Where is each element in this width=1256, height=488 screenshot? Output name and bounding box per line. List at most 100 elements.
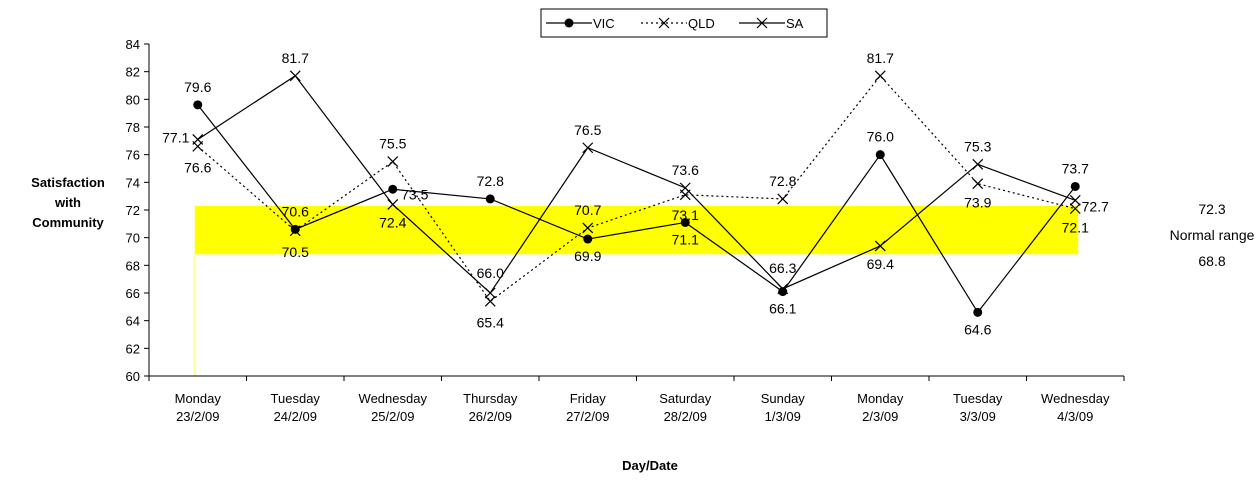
y-tick-label: 68 xyxy=(126,258,140,273)
y-tick-label: 62 xyxy=(126,341,140,356)
x-tick-label-day: Friday xyxy=(570,391,607,406)
data-label-vic: 73.5 xyxy=(401,186,428,202)
x-tick-label-date: 28/2/09 xyxy=(664,409,707,424)
x-tick-label-day: Wednesday xyxy=(359,391,428,406)
data-label-sa: 72.4 xyxy=(379,214,406,230)
data-point-sa xyxy=(192,134,204,145)
data-label-vic: 72.8 xyxy=(477,173,504,189)
data-point-vic xyxy=(875,150,885,160)
y-tick-label: 82 xyxy=(126,65,140,80)
data-label-qld: 70.7 xyxy=(574,202,601,218)
data-label-qld: 72.8 xyxy=(769,173,796,189)
y-tick-label: 80 xyxy=(126,92,140,107)
legend-label-sa: SA xyxy=(786,16,804,31)
data-point-qld xyxy=(289,225,301,237)
x-tick-label-day: Tuesday xyxy=(271,391,321,406)
x-axis-title: Day/Date xyxy=(622,458,678,473)
data-label-qld: 76.6 xyxy=(184,159,211,175)
y-axis-title-line-2: with xyxy=(54,195,81,210)
y-tick-label: 76 xyxy=(126,148,140,163)
series-line-sa xyxy=(197,75,1076,294)
legend: VIC QLD SA xyxy=(540,8,828,38)
data-label-vic: 64.6 xyxy=(964,321,991,337)
data-point-sa xyxy=(484,287,496,299)
normal-range-band xyxy=(194,205,1079,255)
data-label-qld: 65.4 xyxy=(477,314,504,330)
data-label-sa: 66.3 xyxy=(769,260,796,276)
x-tick-label-date: 25/2/09 xyxy=(371,409,414,424)
series-line-qld xyxy=(197,74,1076,303)
data-labels: 79.6 70.6 73.5 72.8 69.9 71.1 66.1 76.0 64.6 73.7… xyxy=(162,50,1109,338)
y-axis-title-line-1: Satisfaction xyxy=(31,175,105,190)
data-point-sa xyxy=(777,283,789,295)
data-label-sa: 81.7 xyxy=(282,50,309,66)
x-tick-label-date: 24/2/09 xyxy=(274,409,317,424)
y-tick-label: 72 xyxy=(126,203,140,218)
data-point-vic xyxy=(193,100,203,110)
data-label-vic: 79.6 xyxy=(184,79,211,95)
data-point-qld xyxy=(874,70,886,82)
data-label-sa: 66.0 xyxy=(477,265,504,281)
data-label-vic: 66.1 xyxy=(769,301,796,317)
x-tick-label-day: Wednesday xyxy=(1041,391,1110,406)
legend-marker-vic xyxy=(564,18,574,28)
y-tick-label: 74 xyxy=(126,175,140,190)
x-tick-label-day: Monday xyxy=(857,391,904,406)
normal-range-low-label: 68.8 xyxy=(1198,253,1225,269)
data-label-vic: 69.9 xyxy=(574,248,601,264)
data-point-sa xyxy=(679,182,691,194)
data-label-sa: 75.3 xyxy=(964,138,991,154)
legend-label-vic: VIC xyxy=(593,16,615,31)
data-point-sa xyxy=(582,142,594,154)
axes: 60 62 64 66 68 70 72 74 76 78 80 82 84 Monday 23/2/09 T… xyxy=(126,37,1125,424)
data-label-qld: 72.1 xyxy=(1062,220,1089,236)
data-label-sa: 76.5 xyxy=(574,122,601,138)
data-point-vic xyxy=(388,184,398,194)
data-point-vic xyxy=(485,194,495,204)
series-line-vic xyxy=(197,104,1076,314)
x-tick-label-date: 26/2/09 xyxy=(469,409,512,424)
data-point-qld xyxy=(1069,203,1081,215)
data-point-vic xyxy=(1070,181,1080,191)
data-point-sa xyxy=(972,158,984,170)
data-label-sa: 77.1 xyxy=(162,129,189,145)
y-tick-label: 64 xyxy=(126,314,140,329)
x-tick-label-day: Sunday xyxy=(761,391,806,406)
data-point-vic xyxy=(680,217,690,227)
normal-range-high-label: 72.3 xyxy=(1198,201,1225,217)
data-point-qld xyxy=(484,295,496,307)
data-label-qld: 73.1 xyxy=(672,207,699,223)
data-label-vic: 73.7 xyxy=(1062,160,1089,176)
normal-range-labels: 72.3 Normal range 68.8 xyxy=(1170,201,1255,269)
data-label-qld: 81.7 xyxy=(867,50,894,66)
data-point-qld xyxy=(387,156,399,168)
y-tick-label: 70 xyxy=(126,231,140,246)
data-point-vic xyxy=(290,224,300,234)
data-point-qld xyxy=(972,178,984,190)
x-tick-label-date: 2/3/09 xyxy=(862,409,898,424)
data-label-vic: 70.6 xyxy=(282,203,309,219)
data-point-sa xyxy=(289,70,301,82)
x-tick-label-date: 1/3/09 xyxy=(765,409,801,424)
x-tick-label-day: Tuesday xyxy=(953,391,1003,406)
legend-marker-sa xyxy=(756,17,768,29)
legend-label-qld: QLD xyxy=(688,16,715,31)
x-tick-label-date: 23/2/09 xyxy=(176,409,219,424)
data-label-vic: 76.0 xyxy=(867,129,894,145)
data-label-qld: 75.5 xyxy=(379,136,406,152)
data-label-qld: 73.9 xyxy=(964,195,991,211)
y-tick-label: 84 xyxy=(126,37,140,52)
y-tick-label: 66 xyxy=(126,286,140,301)
series-layer xyxy=(192,70,1081,317)
data-point-sa xyxy=(874,240,886,252)
data-label-sa: 72.7 xyxy=(1082,198,1109,214)
x-tick-label-date: 3/3/09 xyxy=(960,409,996,424)
data-point-sa xyxy=(387,199,399,210)
x-tick-label-date: 4/3/09 xyxy=(1057,409,1093,424)
data-label-sa: 73.6 xyxy=(672,162,699,178)
y-tick-label: 78 xyxy=(126,120,140,135)
data-point-vic xyxy=(583,234,593,244)
y-axis-title: Satisfaction with Community xyxy=(31,175,105,230)
data-label-vic: 71.1 xyxy=(672,231,699,247)
